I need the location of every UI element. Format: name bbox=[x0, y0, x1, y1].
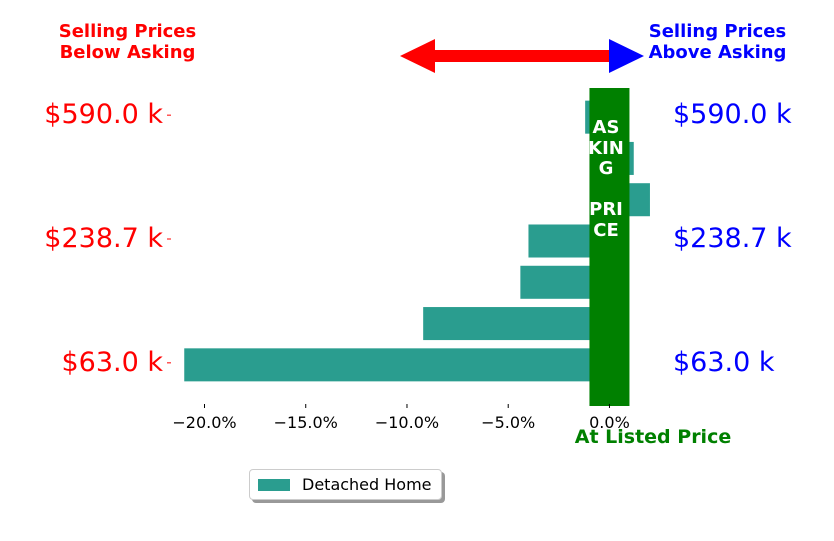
y-label-left-2: $590.0 k bbox=[44, 99, 163, 131]
x-tick-label-3: −5.0% bbox=[481, 413, 535, 432]
bar-0 bbox=[184, 348, 610, 382]
x-tick-label-0: −20.0% bbox=[172, 413, 236, 432]
legend-label-detached-home: Detached Home bbox=[302, 475, 432, 494]
below-asking-header: Selling Prices Below Asking bbox=[58, 21, 197, 63]
y-axis-ticks bbox=[167, 114, 171, 364]
x-tick-label-1: −15.0% bbox=[274, 413, 338, 432]
legend: Detached Home bbox=[249, 469, 442, 500]
arrow-right-head bbox=[609, 39, 644, 73]
bar-group bbox=[184, 100, 650, 382]
x-axis: −20.0% −15.0% −10.0% −5.0% 0.0% bbox=[172, 404, 630, 432]
y-label-left-1: $238.7 k bbox=[44, 223, 163, 254]
y-label-left-0: $63.0 k bbox=[61, 346, 163, 378]
y-label-right-2: $590.0 k bbox=[673, 99, 792, 131]
arrow-shaft bbox=[430, 50, 610, 62]
x-tick-label-4: 0.0% bbox=[589, 413, 630, 432]
arrow-left-head bbox=[400, 39, 435, 73]
double-arrow-icon bbox=[400, 39, 644, 73]
at-listed-price-label: At Listed Price bbox=[574, 426, 732, 448]
asking-price-band-group bbox=[589, 88, 630, 406]
legend-swatch-detached-home bbox=[258, 479, 290, 491]
asking-price-band bbox=[589, 88, 630, 406]
asking-price-label: ASKING PRICE bbox=[588, 117, 624, 241]
x-tick-label-2: −10.0% bbox=[375, 413, 439, 432]
y-label-right-1: $238.7 k bbox=[673, 223, 792, 254]
bar-1 bbox=[423, 307, 610, 341]
above-asking-header: Selling Prices Above Asking bbox=[648, 21, 787, 63]
y-label-right-0: $63.0 k bbox=[673, 346, 775, 378]
